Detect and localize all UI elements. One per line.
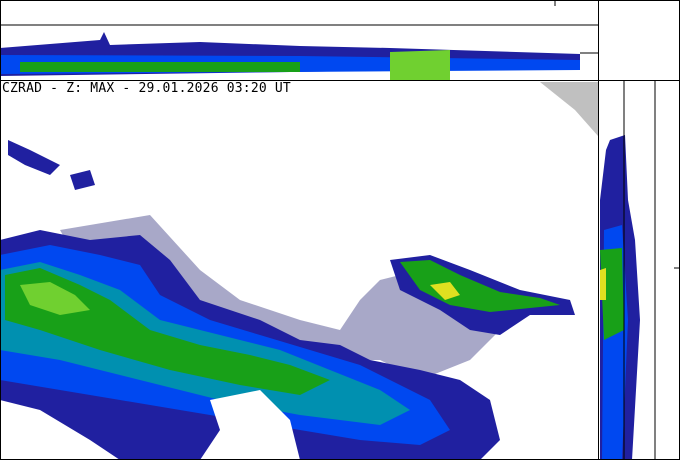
weak-echo-region: [60, 215, 500, 380]
echo-region-north-west-2: [70, 170, 95, 190]
no-coverage-area: [540, 82, 598, 136]
white-gap-southwest: [0, 400, 120, 460]
white-gap-south: [200, 390, 300, 460]
echo-region-north-west: [8, 140, 60, 175]
echo-region-green: [5, 268, 330, 395]
echo-region-east-yellow: [430, 282, 460, 300]
right-cross-section: [600, 80, 680, 460]
top-cross-section: [0, 0, 598, 80]
top-profile-light-green: [390, 50, 450, 80]
radar-title: CZRAD - Z: MAX - 29.01.2026 03:20 UT: [2, 81, 291, 96]
right-profile-yellow: [600, 268, 606, 300]
top-profile-green: [20, 62, 300, 72]
echo-region-east-green: [400, 260, 560, 312]
max-plan-view: [0, 82, 598, 460]
echo-region-light-green: [20, 282, 90, 315]
